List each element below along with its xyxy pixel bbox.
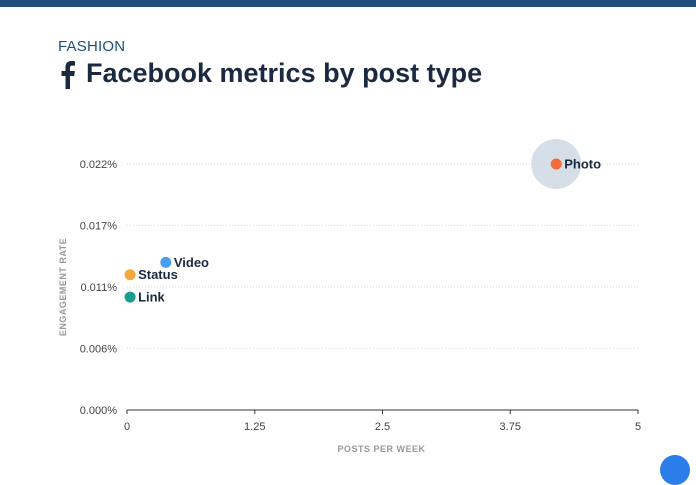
y-tick-label: 0.022% xyxy=(80,159,118,171)
chart-title: Facebook metrics by post type xyxy=(86,58,483,88)
x-tick-label: 3.75 xyxy=(500,421,521,433)
x-tick-label: 0 xyxy=(124,421,130,433)
top-accent-bar xyxy=(0,0,696,7)
x-tick-label: 1.25 xyxy=(244,421,265,433)
point-photo xyxy=(550,158,562,170)
help-chat-button[interactable] xyxy=(660,455,690,485)
y-tick-label: 0.011% xyxy=(81,282,118,294)
scatter-chart: 0.000% 0.006% 0.011% 0.017% 0.022% 0 1.25 2.5 3.… xyxy=(58,139,641,454)
point-label-link: Link xyxy=(138,290,165,305)
title-row: Facebook metrics by post type xyxy=(58,58,482,89)
category-label: FASHION xyxy=(58,38,126,55)
x-tick-label: 5 xyxy=(635,421,641,433)
point-link xyxy=(124,291,136,303)
y-tick-label: 0.017% xyxy=(80,221,118,233)
x-tick-label: 2.5 xyxy=(375,421,390,433)
point-status xyxy=(124,269,136,281)
y-tick-label: 0.000% xyxy=(80,405,118,417)
facebook-f-icon xyxy=(61,60,75,89)
point-video xyxy=(160,256,172,268)
y-axis-title: ENGAGEMENT RATE xyxy=(58,238,68,336)
y-tick-label: 0.006% xyxy=(80,344,118,356)
point-label-video: Video xyxy=(174,255,209,270)
x-axis-title: POSTS PER WEEK xyxy=(337,444,425,454)
point-label-photo: Photo xyxy=(564,157,601,172)
point-label-status: Status xyxy=(138,267,178,282)
